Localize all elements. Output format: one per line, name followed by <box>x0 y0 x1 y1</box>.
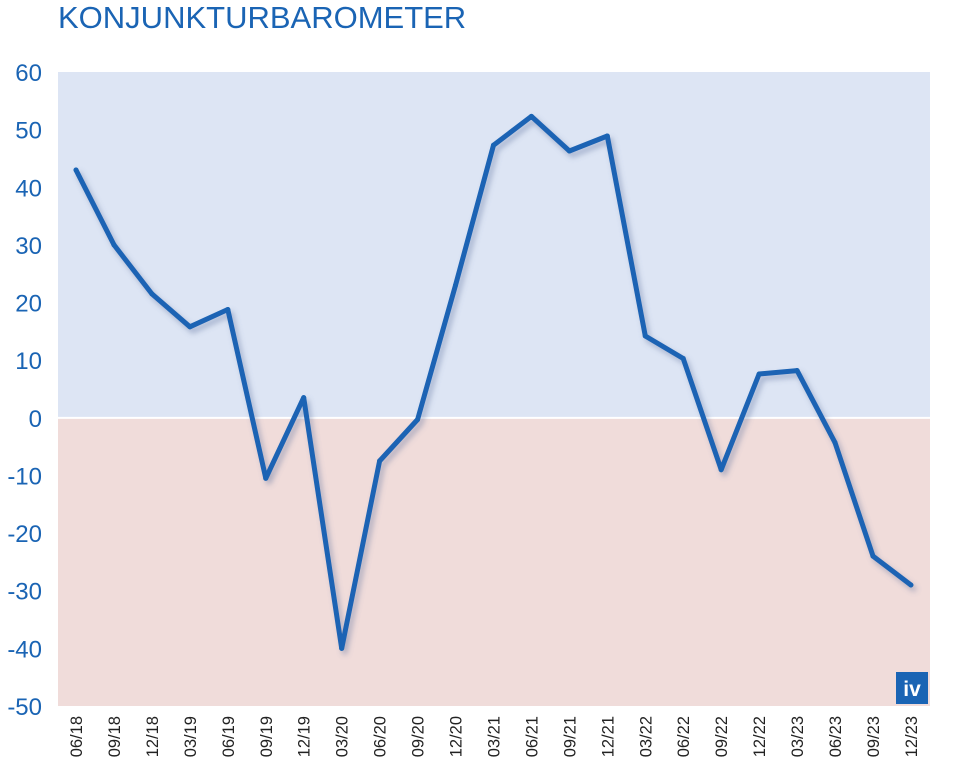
x-tick-label: 12/19 <box>296 716 314 757</box>
data-point <box>832 440 838 446</box>
x-tick-label: 12/18 <box>144 716 162 757</box>
x-tick-label: 03/19 <box>182 716 200 757</box>
x-tick-label: 12/20 <box>448 716 466 757</box>
y-tick-label: 40 <box>15 175 42 202</box>
y-tick-label: -20 <box>7 521 42 548</box>
y-tick-label: 60 <box>15 60 42 87</box>
data-point <box>187 324 193 330</box>
x-tick-label: 09/21 <box>561 716 579 757</box>
data-point <box>718 467 724 473</box>
y-tick-label: -10 <box>7 463 42 490</box>
x-tick-label: 03/22 <box>637 716 655 757</box>
series-points <box>73 113 914 651</box>
y-tick-label: 0 <box>29 406 42 433</box>
data-point <box>870 553 876 559</box>
data-point <box>908 582 914 588</box>
x-tick-label: 12/21 <box>599 716 617 757</box>
iv-logo-text: iv <box>903 678 921 701</box>
iv-logo: iv <box>896 672 928 704</box>
data-point <box>111 242 117 248</box>
y-tick-label: 50 <box>15 118 42 145</box>
data-point <box>528 113 534 119</box>
x-tick-label: 06/18 <box>68 716 86 757</box>
x-tick-label: 06/19 <box>220 716 238 757</box>
x-tick-label: 09/22 <box>713 716 731 757</box>
data-point <box>149 291 155 297</box>
x-tick-label: 03/20 <box>334 716 352 757</box>
data-point <box>225 306 231 312</box>
data-point <box>566 148 572 154</box>
x-tick-label: 06/22 <box>675 716 693 757</box>
x-tick-label: 12/22 <box>751 716 769 757</box>
data-point <box>453 282 458 288</box>
data-point <box>377 458 383 464</box>
chart-title: KONJUNKTURBAROMETER <box>58 0 467 35</box>
x-tick-label: 09/20 <box>410 716 428 757</box>
x-tick-label: 06/23 <box>827 716 845 757</box>
data-point <box>756 371 762 377</box>
y-tick-label: -30 <box>7 579 42 606</box>
data-point <box>794 368 800 374</box>
data-point <box>73 167 79 173</box>
y-tick-label: -40 <box>7 636 42 663</box>
x-tick-label: 12/23 <box>903 716 921 757</box>
data-point <box>490 142 496 148</box>
data-point <box>604 133 610 139</box>
negative-band <box>58 417 930 706</box>
iv-logo-box <box>896 672 928 704</box>
y-tick-label: 10 <box>15 348 42 375</box>
y-tick-label: -50 <box>7 694 42 721</box>
data-point <box>642 333 648 339</box>
x-tick-label: 09/18 <box>106 716 124 757</box>
x-tick-label: 09/19 <box>258 716 276 757</box>
positive-band <box>58 72 930 418</box>
data-point <box>680 355 686 361</box>
x-tick-label: 09/23 <box>865 716 883 757</box>
x-tick-label: 03/21 <box>485 716 503 757</box>
y-tick-label: 20 <box>15 291 42 318</box>
data-point <box>415 417 421 423</box>
x-axis: 06/18 09/18 12/18 03/19 06/19 09/19 12/19 03/20… <box>68 716 921 757</box>
y-axis: 60 50 40 30 20 10 0 -10 -20 -30 -40 -50 <box>7 60 42 721</box>
data-point <box>301 395 307 401</box>
x-tick-label: 06/20 <box>372 716 390 757</box>
data-point <box>339 645 345 651</box>
y-tick-label: 30 <box>15 233 42 260</box>
x-tick-label: 03/23 <box>789 716 807 757</box>
x-tick-label: 06/21 <box>523 716 541 757</box>
data-point <box>263 475 269 481</box>
